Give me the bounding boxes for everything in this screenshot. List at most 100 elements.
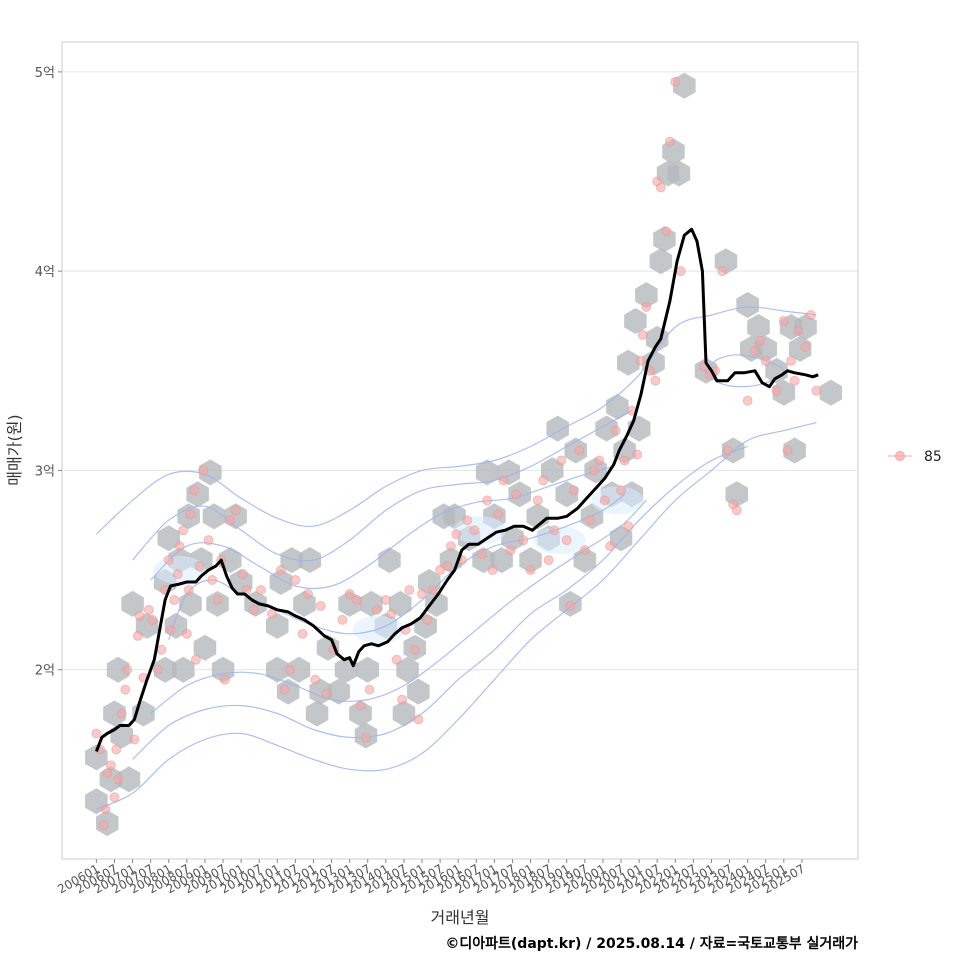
scatter-point <box>321 688 332 699</box>
scatter-point <box>585 515 596 526</box>
contour-line <box>95 306 817 535</box>
scatter-point <box>207 575 218 586</box>
scatter-point <box>427 584 438 595</box>
scatter-point <box>355 700 366 711</box>
scatter-point <box>409 644 420 655</box>
scatter-point <box>386 608 397 619</box>
scatter-point <box>100 804 111 815</box>
scatter-point <box>203 535 214 546</box>
scatter-point <box>588 465 599 476</box>
scatter-point <box>351 594 362 605</box>
scatter-point <box>487 565 498 576</box>
scatter-point <box>619 455 630 466</box>
scatter-point <box>102 768 113 779</box>
scatter-point <box>284 664 295 675</box>
scatter-point <box>178 525 189 536</box>
scatter-point <box>105 760 116 771</box>
hexbin-cell <box>736 292 759 318</box>
hexbin-cell <box>172 656 195 683</box>
hexbin-cell <box>211 656 235 683</box>
hexbin-cell <box>266 656 289 683</box>
x-axis-ticks: 2006012006072007012007072008012008072009… <box>55 859 807 897</box>
scatter-point <box>492 509 503 520</box>
scatter-point <box>337 614 348 625</box>
scatter-point <box>422 614 433 625</box>
scatter-point <box>782 445 793 456</box>
scatter-point <box>469 525 480 536</box>
hexbin-cell <box>117 766 141 793</box>
scatter-point <box>360 732 371 743</box>
contour-line <box>150 465 614 590</box>
hexbin-cell <box>624 308 647 334</box>
scatter-point <box>225 515 236 526</box>
scatter-point <box>194 561 205 572</box>
scatter-point <box>641 302 652 313</box>
scatter-point <box>109 792 120 803</box>
scatter-point <box>190 654 201 665</box>
scatter-point <box>755 335 766 346</box>
scatter-point <box>185 509 196 520</box>
scatter-point <box>565 600 576 611</box>
scatter-point <box>404 584 415 595</box>
scatter-point <box>549 525 560 536</box>
scatter-point <box>237 569 248 580</box>
scatter-point <box>632 449 643 460</box>
scatter-point <box>670 76 681 87</box>
hexbin-cell <box>327 678 350 705</box>
scatter-point <box>532 495 543 506</box>
hexbin-cell <box>519 547 542 574</box>
y-axis-title: 매매가(원) <box>5 414 24 485</box>
hexbin-cell <box>613 437 636 464</box>
hexbin-cell <box>103 700 126 727</box>
y-tick-label: 5억 <box>35 66 55 81</box>
scatter-point <box>134 610 145 621</box>
scatter-point <box>143 604 154 615</box>
scatter-point <box>219 674 230 685</box>
scatter-point <box>462 515 473 526</box>
contour-line <box>150 499 647 714</box>
contour-line <box>96 422 817 810</box>
hexbin-cell <box>106 656 130 683</box>
scatter-point <box>147 614 158 625</box>
scatter-point <box>303 588 314 599</box>
y-tick-label: 3억 <box>35 464 55 479</box>
scatter-point <box>165 624 176 635</box>
scatter-point <box>116 708 127 719</box>
contour-line <box>703 354 785 388</box>
scatter-point <box>152 664 163 675</box>
scatter-point <box>297 628 308 639</box>
scatter-point <box>275 565 286 576</box>
scatter-point <box>413 714 424 725</box>
scatter-point <box>198 465 209 476</box>
hexbin-cell <box>747 314 770 340</box>
grid-lines <box>62 71 858 671</box>
scatter-point <box>230 505 241 516</box>
scatter-point <box>800 341 811 352</box>
scatter-point <box>476 549 487 560</box>
scatter-point <box>417 588 428 599</box>
hexbin-cell <box>193 634 217 661</box>
source-caption: ©디아파트(dapt.kr) / 2025.08.14 / 자료=국토교통부 실… <box>445 936 858 952</box>
scatter-point <box>156 644 167 655</box>
scatter-point <box>561 535 572 546</box>
scatter-point <box>650 375 661 386</box>
scatter-point <box>113 774 124 785</box>
hexbin-cell <box>280 547 303 574</box>
scatter-point <box>635 355 646 366</box>
scatter-point <box>380 594 391 605</box>
scatter-points <box>91 76 822 831</box>
scatter-point <box>120 684 131 695</box>
scatter-point <box>731 505 742 516</box>
scatter-point <box>525 565 536 576</box>
hexbin-cell <box>157 525 180 552</box>
hexbin-cell <box>266 612 289 639</box>
hexbin-cell <box>635 282 658 309</box>
density-fill <box>453 516 506 545</box>
scatter-point <box>310 674 321 685</box>
scatter-point <box>793 325 804 336</box>
scatter-point <box>778 315 789 326</box>
contour-line <box>132 445 748 760</box>
scatter-point <box>789 375 800 386</box>
scatter-point <box>122 664 133 675</box>
